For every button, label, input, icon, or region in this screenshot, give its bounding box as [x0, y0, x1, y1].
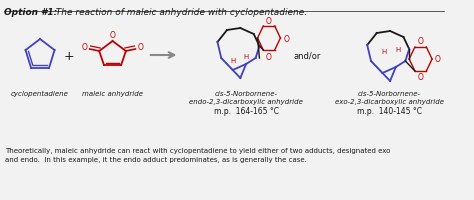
Text: cis-5-Norbornene-
exo-2,3-dicarboxylic anhydride: cis-5-Norbornene- exo-2,3-dicarboxylic a… — [335, 91, 444, 105]
Text: H: H — [382, 49, 387, 55]
Text: O: O — [418, 37, 424, 46]
Text: O: O — [137, 43, 143, 52]
Text: m.p.  140-145 °C: m.p. 140-145 °C — [356, 106, 422, 115]
Text: O: O — [266, 16, 272, 25]
Text: and endo.  In this example, it the endo adduct predominates, as is generally the: and endo. In this example, it the endo a… — [5, 156, 307, 162]
Text: Theoretically, maleic anhydride can react with cyclopentadiene to yield either o: Theoretically, maleic anhydride can reac… — [5, 147, 390, 153]
Text: O: O — [418, 73, 424, 82]
Text: cis-5-Norbornene-
endo-2,3-dicarboxylic anhydride: cis-5-Norbornene- endo-2,3-dicarboxylic … — [189, 91, 303, 105]
Text: O: O — [109, 31, 116, 40]
Text: O: O — [82, 43, 88, 52]
Text: The reaction of maleic anhydride with cyclopentadiene.: The reaction of maleic anhydride with cy… — [50, 8, 307, 17]
Text: H: H — [230, 58, 236, 64]
Text: cyclopentadiene: cyclopentadiene — [11, 91, 69, 97]
Text: O: O — [283, 34, 289, 43]
Text: O: O — [435, 55, 441, 64]
Text: +: + — [64, 49, 74, 62]
Text: m.p.  164-165 °C: m.p. 164-165 °C — [214, 106, 279, 115]
Text: H: H — [244, 54, 249, 60]
Text: Option #1:: Option #1: — [4, 8, 57, 17]
Text: and/or: and/or — [293, 51, 321, 60]
Text: H: H — [395, 47, 401, 53]
Text: maleic anhydride: maleic anhydride — [82, 91, 143, 97]
Text: O: O — [266, 52, 272, 61]
